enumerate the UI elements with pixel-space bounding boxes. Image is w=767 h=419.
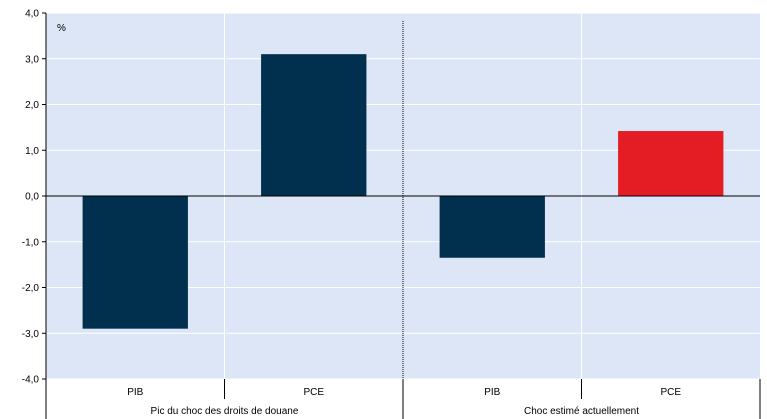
y-tick-label-1: 3,0 [25,54,39,65]
y-tick-label-0: 4,0 [25,9,39,20]
y-tick-label-5: -1,0 [22,237,40,248]
group-label-2: Choc estimé actuellement [524,406,639,417]
y-tick-label-6: -2,0 [22,283,40,294]
bar-pib-group-2 [439,196,545,258]
unit-label: % [57,23,66,34]
y-tick-label-8: -4,0 [22,375,40,386]
y-tick-label-3: 1,0 [25,146,39,157]
bar-pib-group-1 [82,196,188,329]
category-label-pce-group-2: PCE [660,387,681,398]
category-label-pib-group-1: PIB [127,387,143,398]
y-axis-ticks: 4,0 3,0 2,0 1,0 0,0 -1,0 -2,0 -3,0 -4,0 [22,9,46,386]
y-tick-label-7: -3,0 [22,329,40,340]
category-label-pib-group-2: PIB [484,387,500,398]
y-tick-label-4: 0,0 [25,192,39,203]
group-label-1: Pic du choc des droits de douane [151,406,299,417]
y-tick-label-2: 2,0 [25,100,39,111]
bar-pce-group-2 [618,131,724,196]
bar-pce-group-1 [261,54,367,196]
bars-layer [82,54,724,329]
category-label-pce-group-1: PCE [303,387,324,398]
x-axis: PIB PCE Pic du choc des droits de douane PI… [45,379,761,419]
